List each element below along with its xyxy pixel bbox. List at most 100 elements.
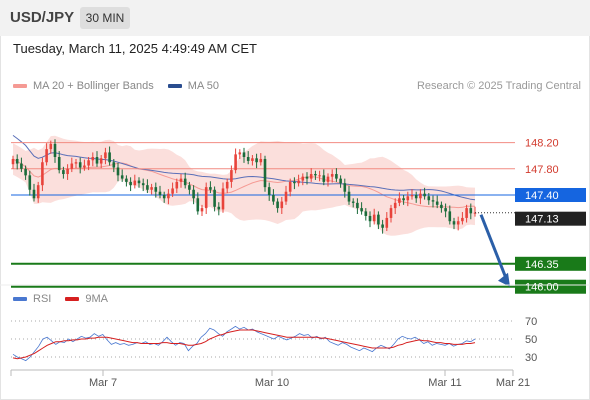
ma20-swatch-icon xyxy=(13,84,27,88)
rsi-tick-label: 50 xyxy=(525,334,537,346)
legend-item-ma50: MA 50 xyxy=(167,80,219,92)
candle-body xyxy=(427,196,431,201)
candle-body xyxy=(385,217,389,228)
bollinger-band xyxy=(13,135,475,236)
candle-body xyxy=(11,158,15,165)
candle-body xyxy=(74,162,78,164)
candle-body xyxy=(377,214,380,225)
candle-body xyxy=(423,193,426,197)
candle-body xyxy=(288,181,292,192)
candle-body xyxy=(368,215,372,222)
candle-body xyxy=(133,180,137,186)
candle-body xyxy=(314,174,317,176)
candle-body xyxy=(91,157,95,161)
candle-body xyxy=(171,188,174,194)
candle-body xyxy=(154,187,158,192)
candle-body xyxy=(230,170,233,182)
rsi-legend-label: RSI xyxy=(33,293,52,305)
candle-body xyxy=(284,191,288,202)
candle-body xyxy=(301,176,305,181)
current-price-tag xyxy=(515,188,586,202)
candle-body xyxy=(49,143,53,150)
candle-body xyxy=(351,201,355,203)
candle-body xyxy=(175,181,179,189)
candle-body xyxy=(196,198,200,212)
candle-body xyxy=(146,185,149,190)
candle-body xyxy=(120,175,124,179)
candle-body xyxy=(183,178,187,186)
candle-body xyxy=(188,185,191,190)
candle-body xyxy=(293,181,296,184)
candle-body xyxy=(20,163,23,169)
candle-body xyxy=(356,202,359,209)
candle-body xyxy=(137,180,141,184)
candle-body xyxy=(364,211,368,216)
candle-body xyxy=(280,201,284,209)
candle-body xyxy=(116,167,120,176)
candle-body xyxy=(162,195,166,199)
candle-body xyxy=(108,152,111,163)
resistance-label: 148.20 xyxy=(525,138,559,150)
support-label: 146.35 xyxy=(525,259,559,271)
candle-body xyxy=(41,162,44,186)
candle-body xyxy=(242,152,246,157)
candle-body xyxy=(398,198,401,203)
resistance-label: 147.80 xyxy=(525,164,559,176)
candle-body xyxy=(410,195,414,197)
candle-body xyxy=(78,162,82,168)
candle-body xyxy=(444,208,447,212)
x-tick-label: Mar 21 xyxy=(496,377,530,389)
candle-body xyxy=(221,188,225,210)
candle-body xyxy=(204,187,208,209)
candle-body xyxy=(272,195,275,202)
candle-body xyxy=(452,221,456,225)
candle-body xyxy=(213,189,216,207)
legend-item-9ma: 9MA xyxy=(65,293,108,305)
rsi-tick-label: 70 xyxy=(525,316,537,328)
ma50-line xyxy=(12,134,476,201)
ma50-swatch-icon xyxy=(167,84,182,88)
rsi-line xyxy=(12,325,476,362)
candle-body xyxy=(246,157,250,161)
candle-body xyxy=(225,181,229,189)
symbol-label: USD/JPY xyxy=(10,9,75,26)
candle-body xyxy=(419,193,422,199)
candle-body xyxy=(414,195,418,199)
candle-body xyxy=(150,187,153,190)
support-tag xyxy=(515,279,586,294)
candle-body xyxy=(251,158,254,161)
candle-body xyxy=(24,168,27,176)
candle-body xyxy=(217,206,221,210)
candle-body xyxy=(36,185,40,199)
candle-body xyxy=(104,152,107,159)
candle-body xyxy=(259,158,263,163)
candle-body xyxy=(267,187,271,195)
candle-body xyxy=(469,208,473,214)
candle-body xyxy=(393,202,397,209)
x-tick-label: Mar 7 xyxy=(89,377,117,389)
legend-item-ma20: MA 20 + Bollinger Bands xyxy=(13,80,154,92)
forecast-arrow-head-icon xyxy=(498,272,510,287)
candle-body xyxy=(372,214,376,222)
candle-body xyxy=(70,163,74,169)
rsi-ma-line xyxy=(12,329,476,360)
candle-body xyxy=(87,160,90,166)
candle-body xyxy=(141,183,145,186)
timeframe-button[interactable]: 30 MIN xyxy=(80,7,130,29)
candle-body xyxy=(95,157,99,164)
research-credit: Research © 2025 Trading Central xyxy=(416,80,581,92)
candle-body xyxy=(461,217,464,222)
timestamp: Tuesday, March 11, 2025 4:49:49 AM CET xyxy=(13,41,257,56)
candle-body xyxy=(53,143,57,157)
forecast-arrow-shaft xyxy=(479,214,509,282)
rsi-swatch-icon xyxy=(13,297,27,301)
support-label: 146.00 xyxy=(525,282,559,294)
candle-body xyxy=(276,201,279,209)
candle-body xyxy=(318,175,321,177)
x-tick-label: Mar 10 xyxy=(255,377,289,389)
last-price-label: 147.13 xyxy=(525,214,559,226)
candle-body xyxy=(99,158,103,164)
candle-body xyxy=(448,211,452,222)
candle-body xyxy=(158,191,162,195)
ma20-line xyxy=(12,158,476,209)
